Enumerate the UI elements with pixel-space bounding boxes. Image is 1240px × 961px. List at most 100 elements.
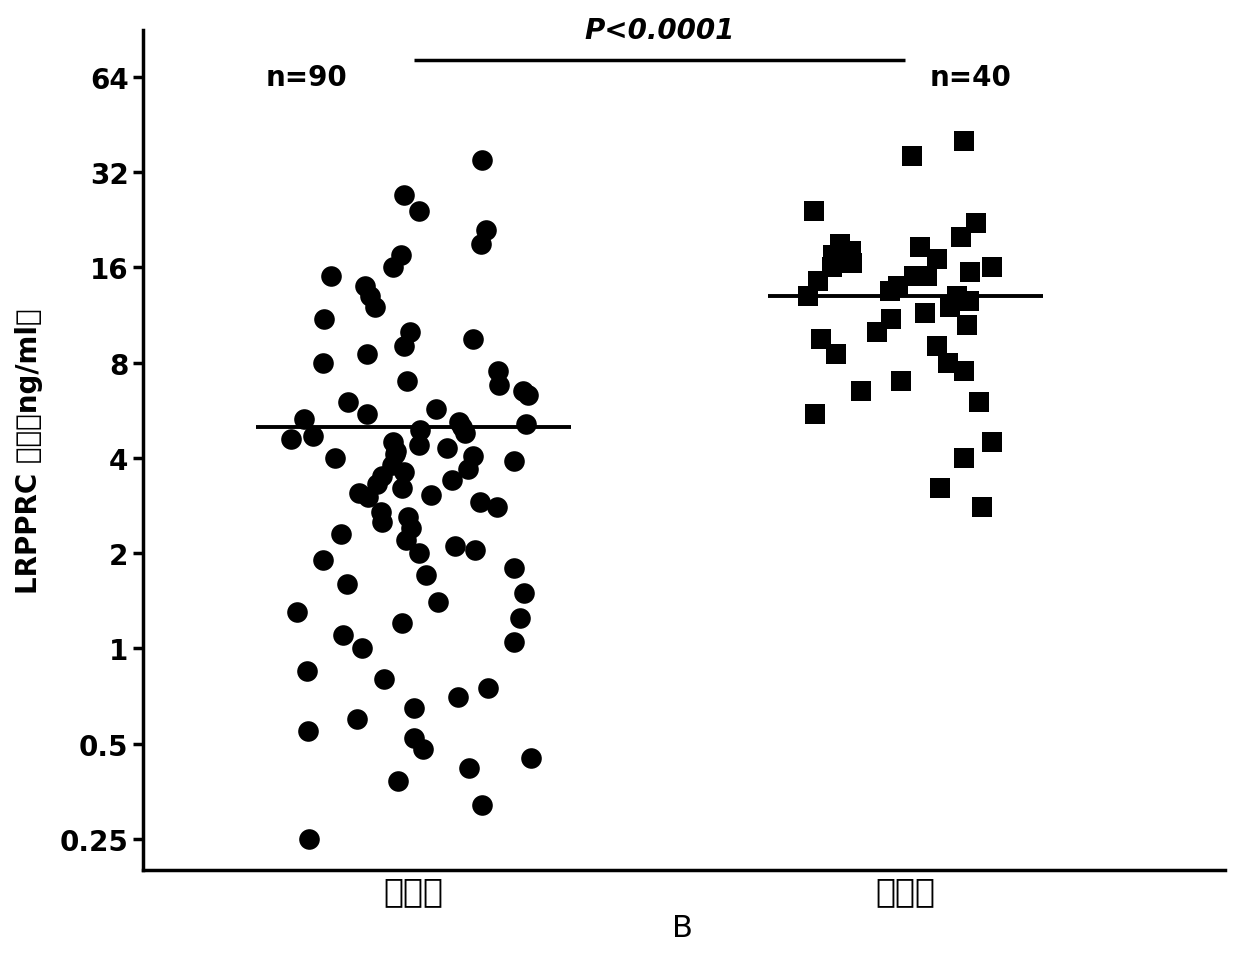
- Y-axis label: LRPPRC 浓度（ng/ml）: LRPPRC 浓度（ng/ml）: [15, 308, 43, 593]
- Point: [391, 248, 410, 263]
- Point: [445, 539, 465, 554]
- Point: [427, 402, 446, 417]
- Point: [822, 260, 842, 276]
- Point: [392, 481, 412, 497]
- Point: [957, 318, 977, 333]
- Point: [348, 485, 368, 501]
- Point: [799, 288, 818, 304]
- Point: [823, 248, 843, 263]
- Point: [443, 473, 463, 488]
- Point: [372, 469, 392, 484]
- Point: [455, 426, 475, 441]
- Point: [409, 423, 429, 438]
- Point: [299, 723, 319, 738]
- Point: [982, 260, 1002, 276]
- Text: B: B: [672, 913, 692, 942]
- Point: [357, 407, 377, 422]
- Point: [946, 288, 966, 304]
- Point: [959, 294, 978, 309]
- Point: [954, 135, 973, 150]
- Point: [398, 509, 418, 525]
- Point: [930, 481, 950, 497]
- Point: [960, 264, 980, 280]
- Point: [312, 356, 332, 371]
- Point: [361, 288, 381, 304]
- Point: [826, 347, 846, 362]
- Point: [451, 420, 471, 435]
- Point: [516, 417, 536, 432]
- Point: [401, 325, 420, 340]
- Point: [366, 300, 386, 315]
- Point: [808, 274, 828, 289]
- Point: [982, 434, 1002, 450]
- Point: [476, 223, 496, 238]
- Point: [882, 311, 901, 327]
- Point: [954, 364, 973, 380]
- Point: [831, 236, 851, 252]
- Point: [374, 672, 394, 687]
- Point: [505, 560, 525, 576]
- Point: [371, 505, 391, 520]
- Point: [842, 256, 862, 271]
- Point: [463, 332, 482, 347]
- Point: [463, 449, 482, 464]
- Point: [904, 269, 924, 284]
- Point: [901, 149, 921, 164]
- Point: [940, 300, 960, 315]
- Point: [470, 495, 490, 510]
- Point: [518, 388, 538, 404]
- Point: [449, 414, 469, 430]
- Point: [386, 444, 405, 459]
- Point: [972, 500, 992, 515]
- Point: [392, 616, 412, 631]
- Point: [448, 690, 467, 705]
- Point: [352, 641, 372, 656]
- Point: [355, 279, 374, 294]
- Point: [393, 465, 413, 480]
- Point: [472, 153, 492, 168]
- Point: [358, 490, 378, 505]
- Point: [331, 527, 351, 542]
- Point: [294, 412, 314, 428]
- Point: [888, 279, 908, 294]
- Point: [339, 395, 358, 410]
- Point: [479, 680, 498, 696]
- Point: [357, 347, 377, 362]
- Point: [281, 431, 301, 447]
- Point: [915, 306, 935, 321]
- Point: [951, 230, 971, 245]
- Point: [459, 760, 479, 776]
- Point: [955, 451, 975, 466]
- Point: [334, 628, 353, 643]
- Text: P<0.0001: P<0.0001: [584, 16, 734, 44]
- Point: [321, 269, 341, 284]
- Point: [487, 364, 507, 380]
- Point: [926, 252, 946, 267]
- Point: [890, 374, 910, 389]
- Point: [458, 461, 477, 477]
- Point: [325, 451, 345, 466]
- Point: [804, 205, 823, 220]
- Point: [510, 610, 529, 626]
- Point: [513, 384, 533, 400]
- Point: [367, 477, 387, 492]
- Point: [383, 260, 403, 276]
- Point: [841, 244, 861, 259]
- Point: [394, 339, 414, 355]
- Point: [337, 577, 357, 592]
- Point: [428, 595, 448, 610]
- Point: [402, 521, 422, 536]
- Point: [286, 605, 306, 621]
- Point: [394, 188, 414, 204]
- Point: [296, 663, 316, 678]
- Point: [436, 441, 456, 456]
- Point: [422, 488, 441, 504]
- Point: [503, 455, 523, 470]
- Point: [384, 447, 404, 462]
- Point: [396, 532, 415, 548]
- Point: [916, 269, 936, 284]
- Text: n=40: n=40: [930, 63, 1012, 91]
- Point: [404, 701, 424, 716]
- Point: [505, 634, 525, 650]
- Point: [465, 542, 485, 557]
